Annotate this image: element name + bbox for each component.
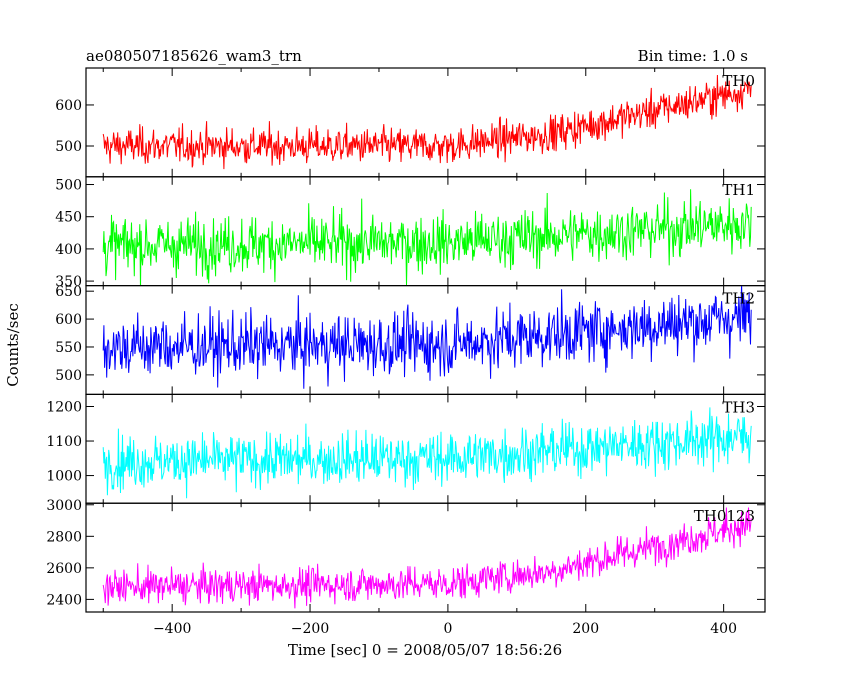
y-tick-label: 600 — [55, 98, 82, 114]
y-tick-label: 650 — [55, 284, 82, 300]
series-line-th0123 — [102, 507, 752, 609]
x-tick-label: 0 — [443, 621, 452, 637]
y-axis-label: Counts/sec — [4, 303, 22, 387]
series-line-th2 — [102, 285, 752, 389]
series-label-th0: TH0 — [722, 72, 755, 90]
x-tick-label: 400 — [710, 621, 737, 637]
y-tick-label: 1000 — [46, 469, 82, 485]
y-tick-label: 2400 — [46, 592, 82, 608]
y-tick-label: 400 — [55, 242, 82, 258]
panel-frame — [85, 502, 766, 613]
y-tick-label: 450 — [55, 210, 82, 226]
y-tick-label: 500 — [55, 368, 82, 384]
series-label-th0123: TH0123 — [694, 507, 755, 525]
y-tick-label: 1200 — [46, 399, 82, 415]
x-tick-label: −200 — [291, 621, 329, 637]
panel-th1: 350 400 450 500 TH1 — [55, 176, 766, 290]
panel-frame — [85, 285, 766, 396]
y-tick-label: 500 — [55, 178, 82, 194]
series-line-th3 — [102, 407, 752, 499]
y-tick-label: 500 — [55, 139, 82, 155]
panels-group: 500 600 TH0 350 400 450 500 TH1 500 550 600 650 TH2 1… — [46, 67, 766, 637]
series-line-th1 — [102, 189, 752, 286]
series-label-th1: TH1 — [722, 181, 755, 199]
panel-th2: 500 550 600 650 TH2 — [55, 284, 766, 396]
series-line-th0 — [102, 74, 752, 170]
panel-th0: 500 600 TH0 — [55, 67, 766, 178]
y-tick-label: 3000 — [46, 498, 82, 514]
y-tick-label: 550 — [55, 340, 82, 356]
bin-time-label: Bin time: 1.0 s — [638, 47, 748, 65]
x-tick-label: −400 — [153, 621, 191, 637]
y-tick-label: 2800 — [46, 529, 82, 545]
panel-th3: 1000 1100 1200 TH3 — [46, 393, 766, 504]
panel-th0123: 2400 2600 2800 3000 TH0123 — [46, 498, 766, 613]
series-label-th3: TH3 — [722, 398, 755, 416]
x-tick-label: 200 — [572, 621, 599, 637]
y-tick-label: 350 — [55, 274, 82, 290]
y-tick-label: 2600 — [46, 561, 82, 577]
x-axis-label: Time [sec] 0 = 2008/05/07 18:56:26 — [288, 641, 562, 659]
chart-title: ae080507185626_wam3_trn — [86, 47, 302, 65]
y-tick-label: 600 — [55, 312, 82, 328]
series-label-th2: TH2 — [722, 290, 755, 308]
y-tick-label: 1100 — [46, 434, 82, 450]
